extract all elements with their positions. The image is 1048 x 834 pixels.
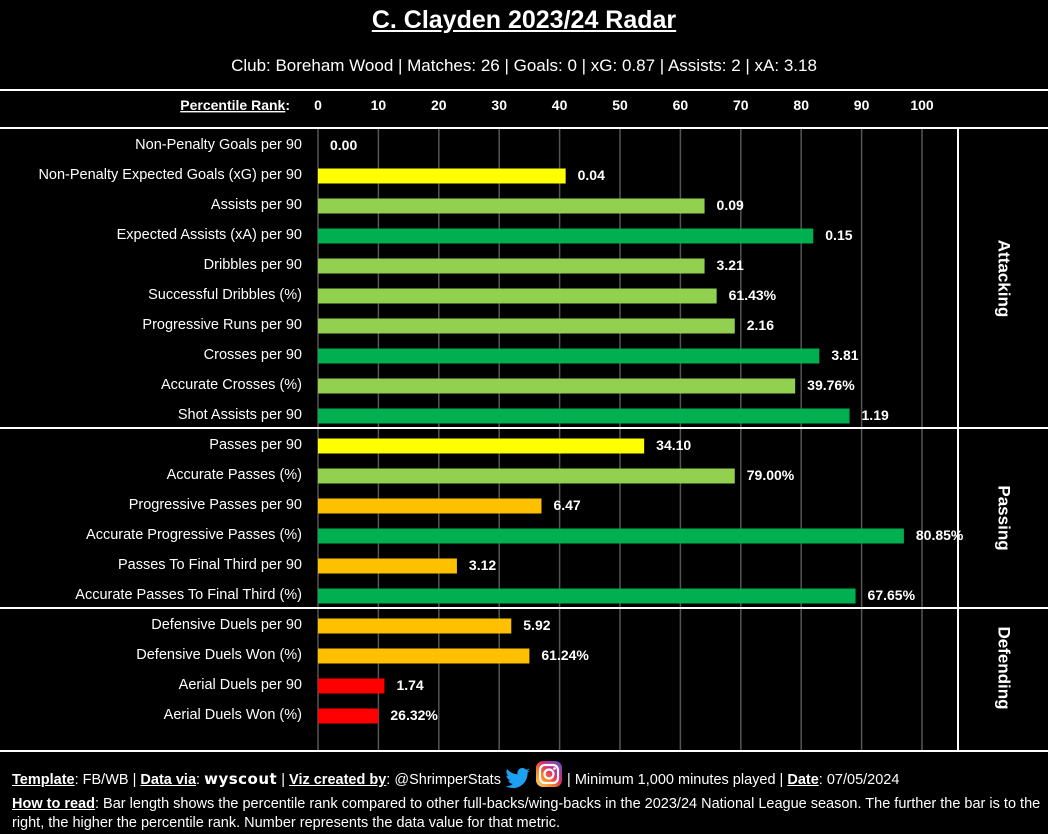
axis-label-colon: : bbox=[285, 97, 290, 113]
bar-value-label: 67.65% bbox=[868, 587, 916, 603]
metric-label: Expected Assists (xA) per 90 bbox=[117, 227, 302, 243]
bar-value-label: 0.00 bbox=[330, 137, 357, 153]
metric-label: Non-Penalty Expected Goals (xG) per 90 bbox=[38, 167, 302, 183]
bar-value-label: 0.04 bbox=[578, 167, 605, 183]
bar-value-label: 61.24% bbox=[541, 647, 589, 663]
percentile-bar bbox=[318, 288, 717, 304]
x-tick-label: 100 bbox=[910, 97, 934, 113]
date-value: 07/05/2024 bbox=[826, 772, 900, 788]
percentile-bar bbox=[318, 408, 850, 424]
bar-value-label: 26.32% bbox=[390, 707, 438, 723]
bar-value-label: 34.10 bbox=[656, 437, 691, 453]
percentile-bar bbox=[318, 558, 457, 574]
x-tick-label: 70 bbox=[733, 97, 749, 113]
bar-value-label: 39.76% bbox=[807, 377, 855, 393]
x-tick-label: 10 bbox=[371, 97, 387, 113]
minimum-minutes: Minimum 1,000 minutes played bbox=[574, 772, 776, 788]
percentile-bar bbox=[318, 378, 796, 394]
bar-value-label: 3.12 bbox=[469, 557, 496, 573]
instagram-icon[interactable] bbox=[535, 760, 563, 795]
percentile-bar bbox=[318, 168, 566, 184]
metric-label: Progressive Passes per 90 bbox=[129, 497, 302, 513]
metric-label: Non-Penalty Goals per 90 bbox=[135, 137, 302, 153]
percentile-bar bbox=[318, 198, 705, 214]
percentile-bar bbox=[318, 318, 735, 334]
bar-value-label: 61.43% bbox=[729, 287, 777, 303]
bar-value-label: 80.85% bbox=[916, 527, 964, 543]
metric-label: Progressive Runs per 90 bbox=[142, 317, 302, 333]
metric-label: Dribbles per 90 bbox=[204, 257, 302, 273]
percentile-bar bbox=[318, 498, 542, 514]
axis-label: Percentile Rank: bbox=[180, 97, 290, 113]
chart-subtitle: Club: Boreham Wood | Matches: 26 | Goals… bbox=[231, 56, 817, 75]
how-to-read-label: How to read bbox=[12, 795, 95, 812]
bar-value-label: 2.16 bbox=[747, 317, 774, 333]
percentile-bar bbox=[318, 258, 705, 274]
metric-label: Accurate Crosses (%) bbox=[161, 377, 302, 393]
how-to-read-text: Bar length shows the percentile rank com… bbox=[12, 795, 1041, 832]
chart-footer: Template: FB/WB | Data via: wyscout | Vi… bbox=[12, 760, 1042, 834]
bar-value-label: 1.19 bbox=[862, 407, 889, 423]
chart-title: C. Clayden 2023/24 Radar bbox=[371, 6, 677, 34]
footer-line-2: How to read: Bar length shows the percen… bbox=[12, 795, 1041, 832]
x-tick-label: 30 bbox=[491, 97, 507, 113]
metric-label: Aerial Duels Won (%) bbox=[164, 707, 302, 723]
bar-value-label: 0.09 bbox=[717, 197, 744, 213]
wyscout-logo: wyscout bbox=[204, 770, 278, 788]
metric-label: Assists per 90 bbox=[211, 197, 302, 213]
bar-value-label: 5.92 bbox=[523, 617, 550, 633]
metric-label: Crosses per 90 bbox=[204, 347, 302, 363]
metric-label: Passes To Final Third per 90 bbox=[118, 557, 302, 573]
bar-value-label: 79.00% bbox=[747, 467, 795, 483]
x-tick-label: 50 bbox=[612, 97, 628, 113]
percentile-bar bbox=[318, 528, 904, 544]
metric-label: Aerial Duels per 90 bbox=[179, 677, 302, 693]
bar-value-label: 3.21 bbox=[717, 257, 744, 273]
group-label: Attacking bbox=[995, 240, 1014, 317]
bar-value-label: 3.81 bbox=[831, 347, 858, 363]
percentile-bar bbox=[318, 678, 385, 694]
percentile-bar bbox=[318, 588, 856, 604]
bar-value-label: 6.47 bbox=[553, 497, 580, 513]
x-tick-label: 80 bbox=[793, 97, 809, 113]
percentile-bar-chart: Percentile Rank: 0 10 20 30 40 50 60 70 80 90 100 No… bbox=[0, 89, 1048, 752]
x-tick-label: 40 bbox=[552, 97, 568, 113]
x-tick-label: 20 bbox=[431, 97, 447, 113]
percentile-bar bbox=[318, 708, 379, 724]
metric-label: Accurate Progressive Passes (%) bbox=[86, 527, 302, 543]
percentile-bar bbox=[318, 228, 814, 244]
group-label: Defending bbox=[995, 626, 1014, 709]
percentile-bar bbox=[318, 618, 512, 634]
percentile-bar bbox=[318, 438, 645, 454]
x-tick-label: 0 bbox=[314, 97, 322, 113]
bar-value-label: 0.15 bbox=[825, 227, 852, 243]
percentile-bar bbox=[318, 648, 530, 664]
viz-label: Viz created by bbox=[289, 772, 387, 788]
footer-line-1: Template: FB/WB | Data via: wyscout | Vi… bbox=[12, 760, 1042, 795]
template-value: FB/WB bbox=[82, 772, 129, 788]
x-tick-label: 60 bbox=[673, 97, 689, 113]
date-label: Date bbox=[787, 772, 819, 788]
bar-value-label: 1.74 bbox=[396, 677, 423, 693]
metric-label: Defensive Duels per 90 bbox=[151, 617, 302, 633]
x-tick-label: 90 bbox=[854, 97, 870, 113]
metric-label: Successful Dribbles (%) bbox=[148, 287, 302, 303]
metric-label: Passes per 90 bbox=[209, 437, 302, 453]
percentile-bar bbox=[318, 468, 735, 484]
axis-label-text: Percentile Rank bbox=[180, 97, 285, 113]
template-label: Template bbox=[12, 772, 75, 788]
metric-label: Accurate Passes To Final Third (%) bbox=[75, 587, 302, 603]
viz-author: @ShrimperStats bbox=[394, 772, 501, 788]
metric-label: Shot Assists per 90 bbox=[178, 407, 302, 423]
twitter-bird-icon[interactable] bbox=[505, 768, 531, 795]
metric-label: Defensive Duels Won (%) bbox=[136, 647, 302, 663]
data-via-label: Data via bbox=[140, 772, 197, 788]
group-label: Passing bbox=[995, 485, 1014, 550]
metric-label: Accurate Passes (%) bbox=[167, 467, 302, 483]
percentile-bar bbox=[318, 348, 820, 364]
